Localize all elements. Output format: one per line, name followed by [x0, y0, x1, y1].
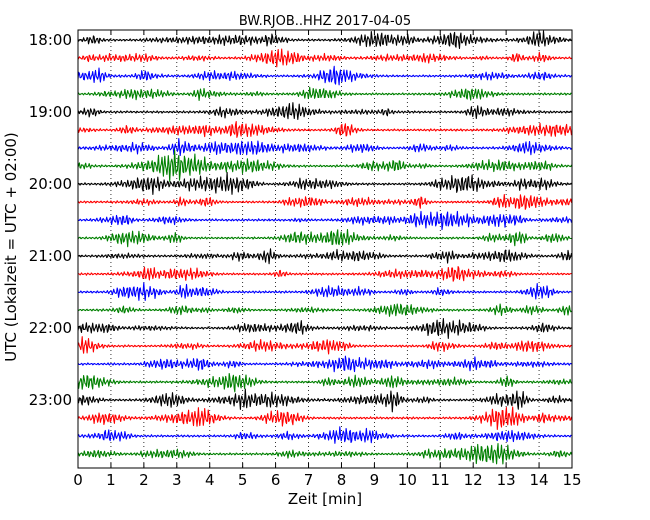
y-tick-label-3: 21:00 [29, 247, 72, 265]
trace-15 [77, 303, 572, 317]
x-tick-label-14: 14 [530, 471, 549, 489]
y-tick-label-4: 22:00 [29, 319, 72, 337]
x-axis-label: Zeit [min] [288, 490, 362, 508]
x-tick-label-10: 10 [398, 471, 417, 489]
y-tick-label-5: 23:00 [29, 391, 72, 409]
x-tick-label-0: 0 [73, 471, 83, 489]
trace-5 [77, 121, 573, 138]
trace-13 [77, 266, 572, 282]
trace-14 [77, 282, 572, 302]
trace-11 [77, 229, 572, 248]
x-tick-label-7: 7 [304, 471, 314, 489]
trace-3 [77, 86, 572, 101]
y-tick-label-0: 18:00 [29, 31, 72, 49]
x-tick-label-8: 8 [337, 471, 347, 489]
trace-10 [77, 210, 573, 231]
trace-6 [77, 137, 572, 157]
x-axis-ticks: 0 1 2 3 4 5 6 7 8 9 10 11 12 13 14 15 [73, 30, 582, 489]
x-tick-label-6: 6 [271, 471, 281, 489]
trace-0 [77, 30, 572, 50]
trace-22 [77, 426, 572, 444]
trace-21 [77, 406, 573, 431]
x-tick-label-11: 11 [431, 471, 450, 489]
trace-19 [77, 372, 572, 393]
x-tick-label-3: 3 [172, 471, 182, 489]
x-tick-label-2: 2 [139, 471, 149, 489]
x-tick-label-5: 5 [238, 471, 248, 489]
y-tick-label-2: 20:00 [29, 175, 72, 193]
x-tick-label-1: 1 [106, 471, 116, 489]
trace-16 [77, 318, 572, 339]
trace-18 [77, 355, 572, 373]
trace-1 [77, 48, 572, 68]
plot-frame [77, 29, 573, 469]
trace-9 [77, 193, 573, 210]
trace-23 [77, 442, 573, 465]
y-axis-label: UTC (Lokalzeit = UTC + 02:00) [2, 132, 20, 362]
x-tick-label-12: 12 [464, 471, 483, 489]
trace-17 [77, 336, 572, 355]
x-tick-label-4: 4 [205, 471, 215, 489]
x-tick-label-13: 13 [497, 471, 516, 489]
y-axis-ticks: 18:00 19:00 20:00 21:00 22:00 23:00 [29, 31, 572, 409]
y-tick-label-1: 19:00 [29, 103, 72, 121]
trace-7 [77, 149, 573, 182]
trace-4 [77, 102, 572, 121]
chart-title: BW.RJOB..HHZ 2017-04-05 [239, 14, 411, 29]
trace-2 [77, 65, 572, 86]
x-tick-label-15: 15 [562, 471, 581, 489]
trace-12 [77, 248, 573, 265]
traces [77, 30, 573, 465]
x-tick-label-9: 9 [370, 471, 380, 489]
trace-20 [77, 388, 572, 413]
trace-8 [77, 171, 572, 195]
